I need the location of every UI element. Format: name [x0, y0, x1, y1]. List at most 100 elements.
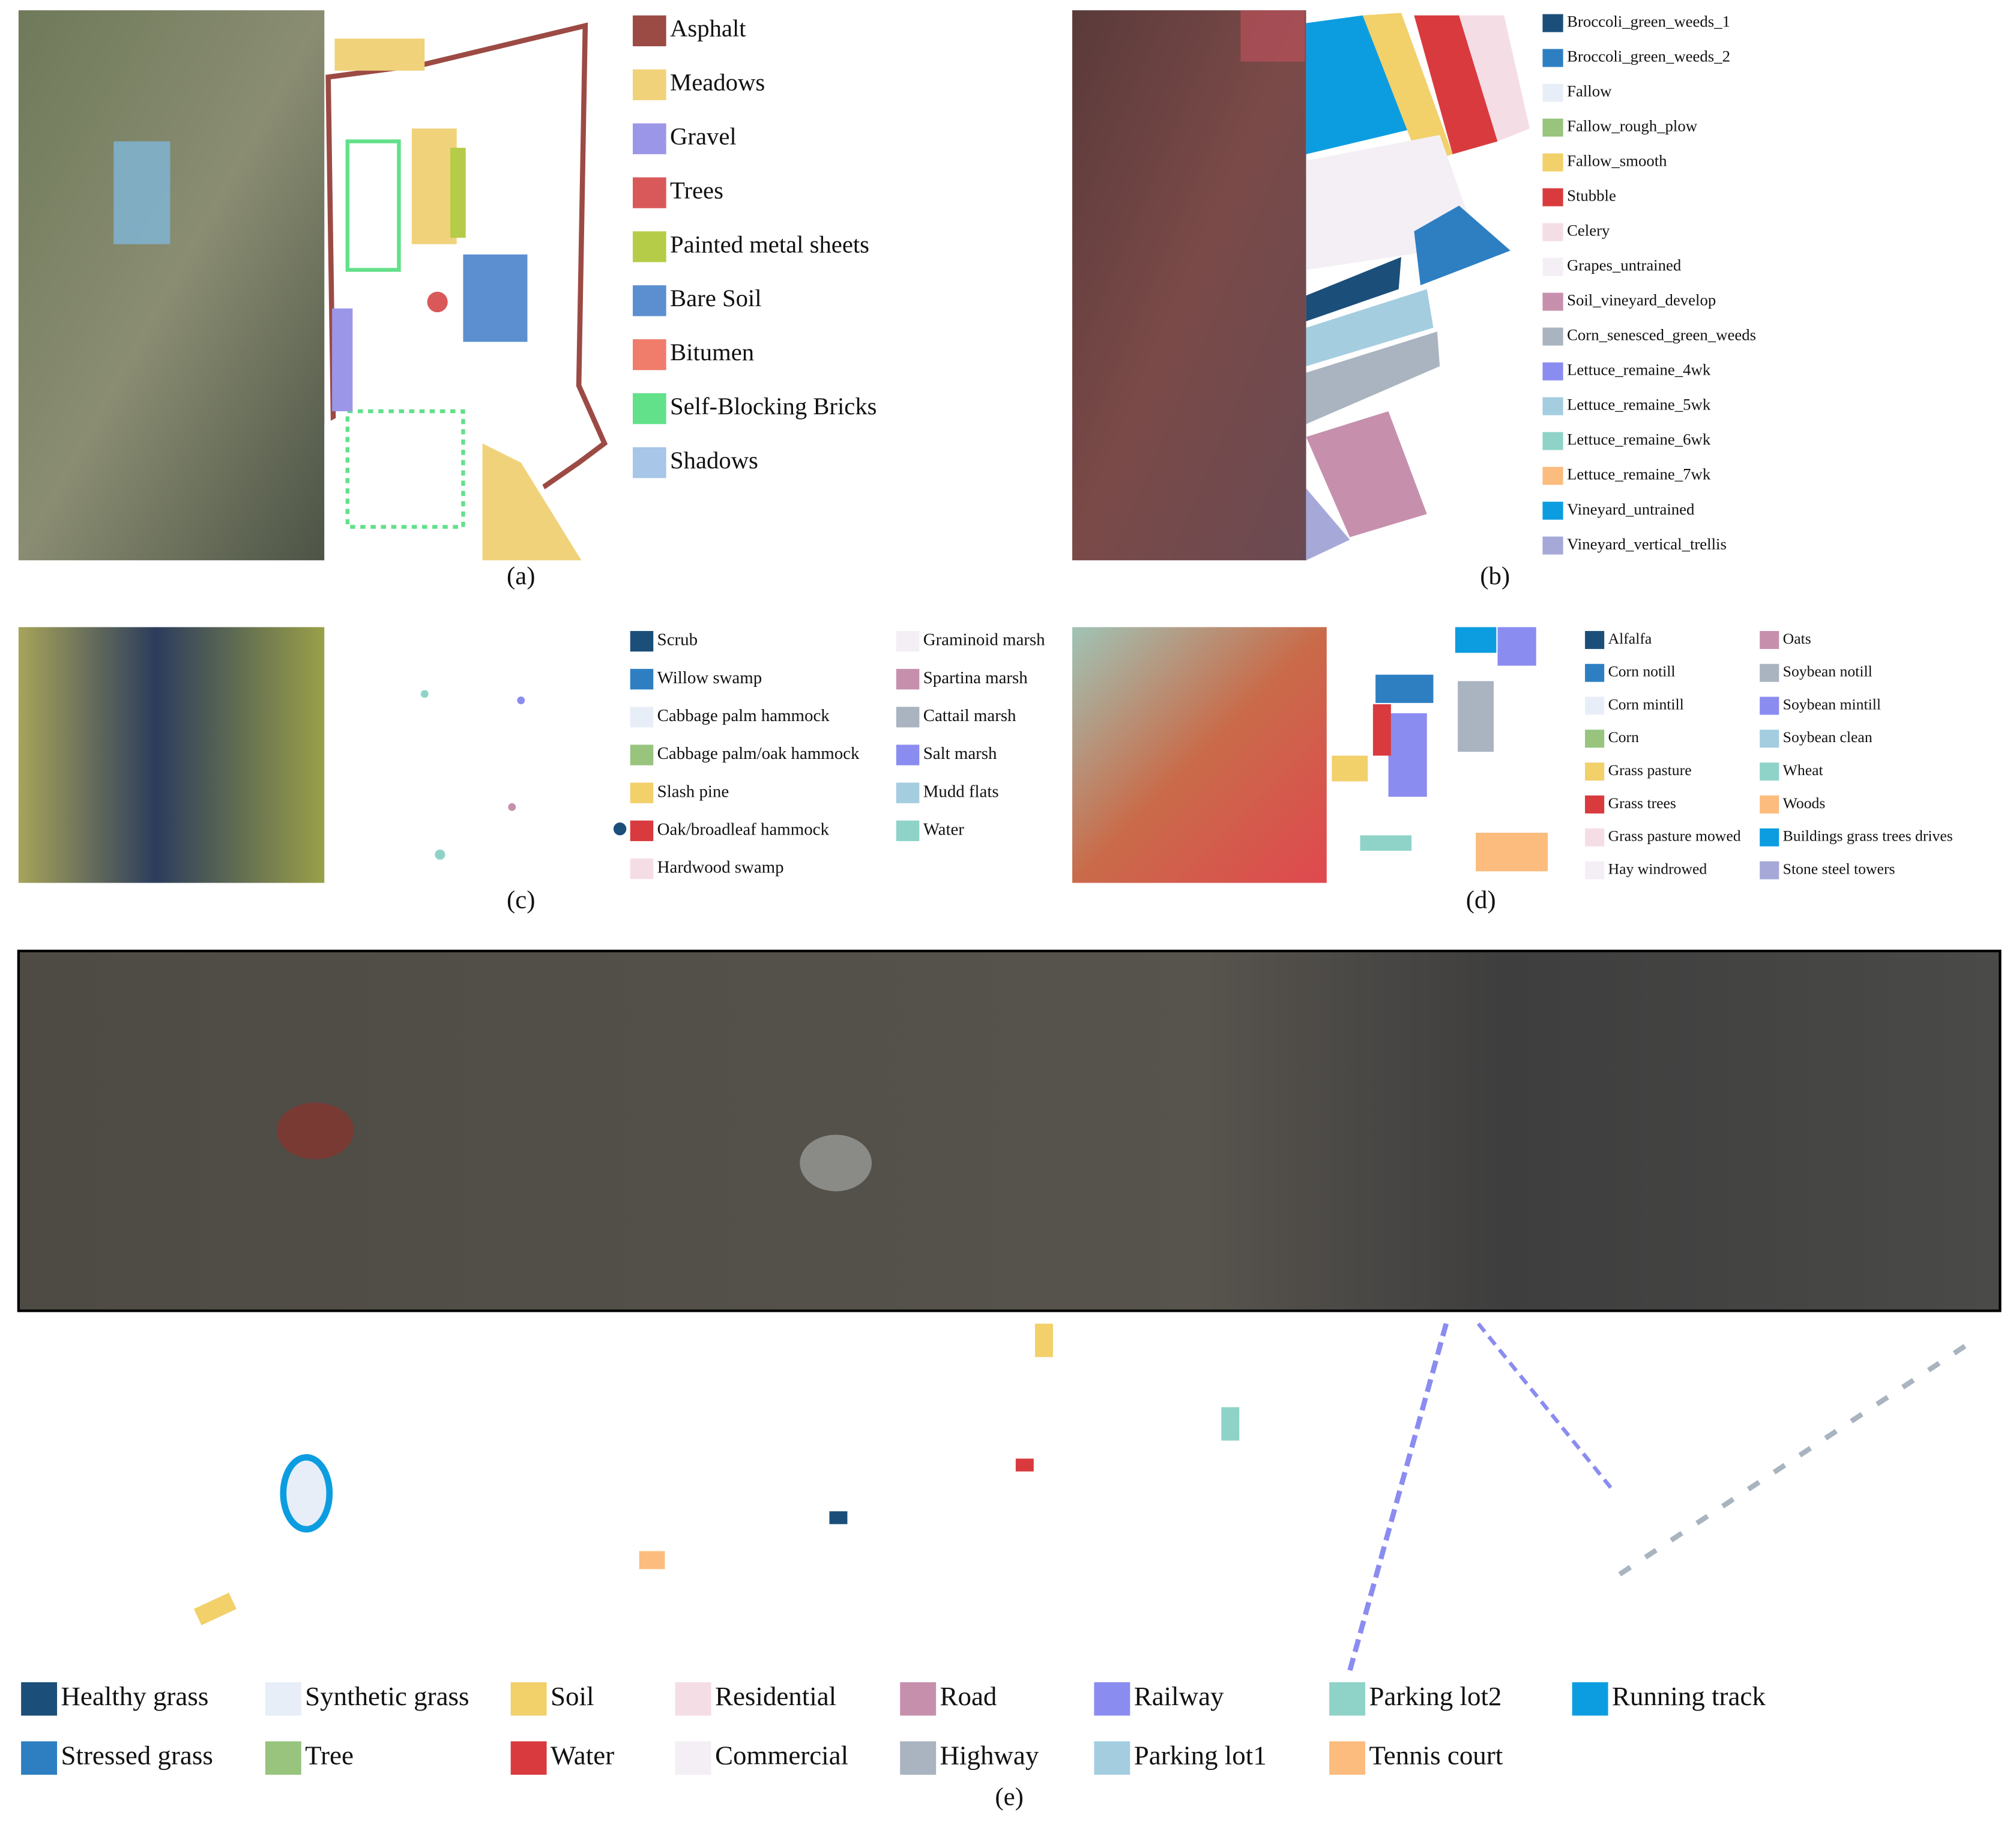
gt-region [1034, 1323, 1053, 1357]
aerial-image [18, 10, 325, 561]
gt-region [1388, 713, 1427, 797]
legend-swatch [1585, 729, 1605, 748]
legend-swatch [1542, 327, 1563, 346]
legend-swatch [1542, 223, 1563, 241]
gt-region [1347, 1323, 1449, 1671]
legend-label: Buildings grass trees drives [1783, 827, 1953, 845]
legend-swatch [1542, 397, 1563, 415]
legend-swatch [1094, 1682, 1130, 1716]
legend-label: Bare Soil [670, 285, 761, 312]
legend-label: Healthy grass [61, 1681, 208, 1711]
legend-label: Cattail marsh [923, 706, 1016, 725]
legend-label: Self-Blocking Bricks [670, 393, 877, 420]
gt-region [508, 803, 516, 811]
legend-swatch [1542, 49, 1563, 67]
gt-region [345, 409, 465, 529]
legend-label: Water [923, 820, 965, 839]
legend-swatch [1542, 188, 1563, 207]
legend-swatch [632, 69, 666, 100]
legend-swatch [900, 1682, 937, 1716]
legend-label: Running track [1612, 1681, 1766, 1711]
legend-swatch [1760, 795, 1779, 814]
legend-label: Grapes_untrained [1567, 256, 1682, 274]
gt-region [1476, 833, 1548, 872]
legend-label: Synthetic grass [305, 1681, 469, 1711]
image-feature [1240, 10, 1305, 62]
legend-swatch [632, 15, 666, 47]
legend-label: Railway [1134, 1681, 1224, 1711]
legend-label: Fallow_smooth [1567, 152, 1667, 170]
legend-label: Painted metal sheets [670, 231, 869, 258]
gt-region [1306, 289, 1434, 367]
legend-swatch [1542, 362, 1563, 381]
legend-label: Tree [305, 1740, 354, 1770]
aerial-image [1072, 627, 1327, 883]
gt-region [1332, 755, 1368, 782]
legend-swatch [1542, 536, 1563, 555]
legends: (a) Asphalt Meadows Gravel Trees Painted meta… [21, 13, 1953, 1811]
aerial-image [1072, 10, 1306, 561]
legend-swatch [630, 669, 654, 690]
gt-region [332, 308, 353, 411]
legend-swatch [1585, 828, 1605, 847]
gt-region [613, 822, 627, 836]
legend-label: Woods [1783, 794, 1826, 812]
legend-label: Celery [1567, 222, 1610, 240]
legend-swatch [896, 630, 920, 652]
legend-label: Commercial [715, 1740, 848, 1770]
gt-region [482, 443, 582, 561]
legend-swatch [1585, 861, 1605, 880]
legend-label: Wheat [1783, 761, 1823, 779]
legend-label: Willow swamp [657, 668, 762, 687]
legend-label: Shadows [670, 447, 758, 474]
legend-swatch [632, 231, 666, 262]
legend-label: Slash pine [657, 782, 729, 801]
legend-label: Alfalfa [1608, 630, 1652, 647]
gt-region [829, 1511, 848, 1524]
gt-region [1372, 704, 1391, 756]
gt-region [1306, 411, 1427, 537]
legend-label: Soybean notill [1783, 663, 1873, 680]
legend-swatch [1585, 630, 1605, 649]
legend-label: Highway [940, 1740, 1039, 1770]
image-feature [113, 141, 171, 244]
gt-region [1455, 627, 1497, 653]
legend-label: Road [940, 1681, 997, 1711]
legend-swatch [265, 1682, 301, 1716]
legend-label: Mudd flats [923, 782, 999, 801]
legend-swatch [896, 820, 920, 841]
legend-label: Grass trees [1608, 794, 1676, 812]
gt-region [1362, 13, 1453, 165]
legend-label: Graminoid marsh [923, 630, 1045, 650]
legend-label: Gravel [670, 122, 737, 149]
legend-swatch [1542, 258, 1563, 276]
legend-swatch [1094, 1741, 1130, 1775]
legend-label: Lettuce_remaine_6wk [1567, 430, 1711, 448]
legend-swatch [896, 744, 920, 766]
caption: (a) [507, 562, 536, 590]
legend-swatch [265, 1741, 301, 1775]
legend-label: Meadows [670, 69, 765, 96]
gt-region [1306, 15, 1414, 154]
gt-region [517, 696, 525, 704]
legend-swatch [1760, 663, 1779, 682]
legend-swatch [1585, 696, 1605, 715]
gt-region [1375, 674, 1434, 703]
legend-label: Lettuce_remaine_5wk [1567, 396, 1711, 414]
legend-label: Parking lot1 [1134, 1740, 1267, 1770]
gt-region [1414, 205, 1510, 286]
legend-swatch [630, 858, 654, 880]
gt-region [1306, 331, 1440, 424]
legend-swatch [21, 1682, 58, 1716]
legend-label: Asphalt [670, 15, 746, 42]
legend-swatch [510, 1741, 547, 1775]
legend-label: Tennis court [1369, 1740, 1503, 1770]
legend-label: Cabbage palm hammock [657, 706, 830, 725]
legend-swatch [630, 820, 654, 841]
legend-label: Broccoli_green_weeds_2 [1567, 47, 1730, 65]
legend-swatch [1760, 861, 1779, 880]
legend-swatch [1542, 432, 1563, 450]
gt-region [450, 148, 466, 238]
caption: (d) [1466, 886, 1496, 914]
